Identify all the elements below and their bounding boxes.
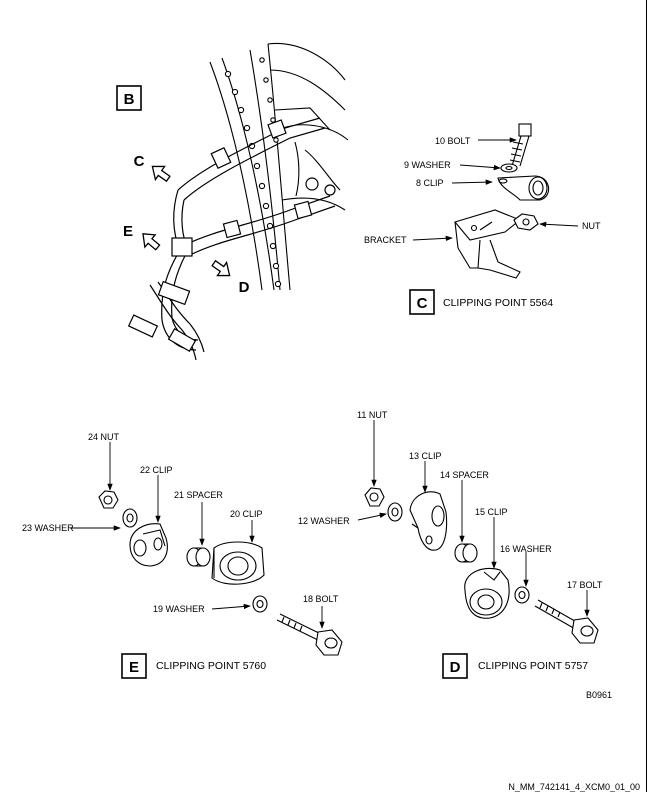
d-washer-16 bbox=[514, 586, 530, 604]
view-b-letter: B bbox=[124, 91, 135, 108]
view-b: B bbox=[116, 42, 349, 361]
callout-e-letter: E bbox=[123, 223, 133, 240]
e-label-clip-22: 22 CLIP bbox=[140, 465, 173, 475]
e-label-spacer: 21 SPACER bbox=[174, 490, 223, 500]
view-c-title: CLIPPING POINT 5564 bbox=[443, 297, 553, 309]
d-clip-13 bbox=[409, 491, 448, 551]
engine-casing bbox=[209, 42, 349, 291]
callout-d-letter: D bbox=[239, 279, 250, 296]
view-d-letter: D bbox=[450, 659, 461, 676]
document-reference: N_MM_742141_4_XCM0_01_00 bbox=[508, 782, 640, 792]
c-label-bracket: BRACKET bbox=[364, 235, 407, 245]
e-spacer bbox=[186, 547, 211, 567]
view-c-box bbox=[409, 289, 435, 315]
c-label-clip: 8 CLIP bbox=[416, 178, 444, 188]
c-bracket bbox=[454, 209, 522, 279]
view-e-title: CLIPPING POINT 5760 bbox=[156, 660, 266, 672]
d-label-clip-13: 13 CLIP bbox=[409, 451, 442, 461]
view-d-box bbox=[442, 653, 468, 679]
d-label-nut: 11 NUT bbox=[357, 410, 388, 420]
page-border-right bbox=[646, 0, 647, 792]
view-e: 24 NUT 22 CLIP 23 WASHER 21 SPACER 20 CL… bbox=[22, 432, 343, 679]
callout-arrow-e bbox=[142, 233, 161, 251]
view-d: 11 NUT 13 CLIP 12 WASHER 14 SPACER 15 CL… bbox=[298, 410, 603, 679]
d-nut bbox=[364, 487, 385, 507]
d-label-washer-16: 16 WASHER bbox=[500, 544, 552, 554]
d-label-spacer: 14 SPACER bbox=[440, 470, 489, 480]
e-label-washer-19: 19 WASHER bbox=[153, 604, 205, 614]
view-c-letter: C bbox=[417, 295, 428, 312]
c-label-nut: NUT bbox=[582, 221, 601, 231]
figure-code: B0961 bbox=[586, 690, 612, 700]
d-washer-12 bbox=[387, 502, 403, 522]
view-b-box bbox=[116, 85, 142, 111]
e-label-nut: 24 NUT bbox=[88, 432, 120, 442]
view-e-box bbox=[121, 653, 147, 679]
e-washer-19 bbox=[252, 595, 268, 613]
callout-arrow-d bbox=[211, 259, 231, 277]
e-bolt bbox=[276, 613, 343, 656]
d-clip-15 bbox=[464, 567, 510, 619]
e-label-bolt: 18 BOLT bbox=[303, 594, 339, 604]
callout-c-letter: C bbox=[134, 153, 145, 170]
view-c: 10 BOLT 9 WASHER 8 CLIP BRACKET NUT C CL… bbox=[364, 123, 601, 315]
e-label-washer-23: 23 WASHER bbox=[22, 523, 74, 533]
c-label-washer: 9 WASHER bbox=[404, 160, 451, 170]
view-d-title: CLIPPING POINT 5757 bbox=[478, 660, 588, 672]
e-clip-22 bbox=[129, 523, 168, 567]
e-label-clip-20: 20 CLIP bbox=[230, 509, 263, 519]
c-label-bolt: 10 BOLT bbox=[435, 136, 471, 146]
c-clip bbox=[497, 175, 550, 201]
c-bolt bbox=[509, 123, 532, 167]
d-bolt bbox=[534, 599, 599, 644]
d-spacer bbox=[454, 543, 478, 563]
e-washer bbox=[122, 508, 138, 528]
c-nut bbox=[513, 213, 539, 231]
e-nut bbox=[98, 490, 119, 509]
d-label-bolt: 17 BOLT bbox=[567, 580, 603, 590]
c-washer bbox=[500, 163, 518, 173]
harness-tubes bbox=[127, 117, 336, 361]
view-e-letter: E bbox=[129, 659, 139, 676]
callout-arrow-c bbox=[151, 165, 171, 183]
d-label-washer-12: 12 WASHER bbox=[298, 516, 350, 526]
e-clip-20 bbox=[211, 541, 265, 585]
d-label-clip-15: 15 CLIP bbox=[475, 507, 508, 517]
